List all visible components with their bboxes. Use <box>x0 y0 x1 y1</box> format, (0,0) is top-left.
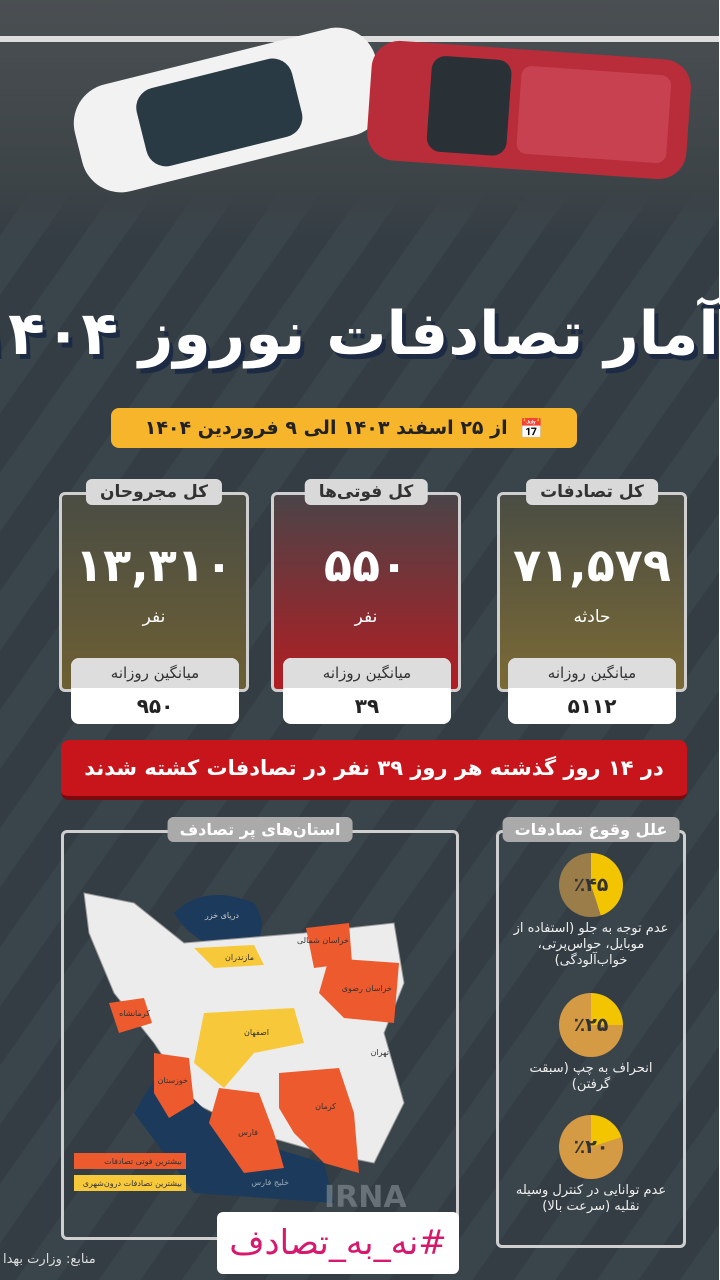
cause-text: عدم توانایی در کنترل وسیله نقلیه (سرعت ب… <box>516 1183 668 1214</box>
irna-watermark: IRNA <box>325 1180 408 1213</box>
source-text: منابع: وزارت بهدا <box>4 1252 204 1267</box>
page-title: آمار تصادفات نوروز ۱۴۰۴ <box>0 299 720 369</box>
stat-unit: حادثه <box>574 607 612 627</box>
cause-pie-chart: ٪۲۰ <box>560 1115 624 1179</box>
stat-label: کل تصادفات <box>527 479 659 505</box>
legend-text: بیشترین فوتی تصادفات <box>105 1157 183 1166</box>
cause-percent: ٪۲۵ <box>574 1014 610 1036</box>
calendar-icon: 📅 <box>520 417 545 440</box>
avg-label: میانگین روزانه <box>284 658 452 688</box>
province-mazandaran <box>195 945 265 968</box>
map-label: خوزستان <box>159 1076 189 1085</box>
avg-label: میانگین روزانه <box>72 658 240 688</box>
avg-value: ۵۱۱۲ <box>568 694 618 718</box>
stat-value: ۷۱,۵۷۹ <box>514 538 672 592</box>
stat-value: ۱۳,۳۱۰ <box>76 538 234 592</box>
cause-pie-chart: ٪۲۵ <box>560 993 624 1057</box>
hero-car-crash-image <box>0 0 720 240</box>
stat-unit: نفر <box>355 607 379 627</box>
province-razavi-khorasan <box>320 958 400 1023</box>
avg-value: ۹۵۰ <box>137 694 175 718</box>
map-title: استان‌های پر تصادف <box>168 817 354 842</box>
map-label: خراسان شمالی <box>298 936 350 945</box>
date-range-bar: 📅 از ۲۵ اسفند ۱۴۰۳ الی ۹ فروردین ۱۴۰۴ <box>112 408 578 448</box>
cause-text: انحراف به چپ (سبقت گرفتن) <box>530 1061 654 1092</box>
map-label: فارس <box>239 1128 259 1137</box>
causes-title: علل وقوع تصادفات <box>503 817 681 842</box>
cause-text: عدم توجه به جلو (استفاده از موبایل، حواس… <box>514 921 670 968</box>
map-label: تهران <box>372 1048 390 1057</box>
car-crash-illustration <box>0 27 720 193</box>
accident-causes-panel: علل وقوع تصادفات ٪۴۵ عدم توجه به جلو (اس… <box>497 817 687 1248</box>
legend-swatch <box>75 1153 187 1169</box>
daily-average-accidents: میانگین روزانه ۵۱۱۲ <box>509 658 677 724</box>
avg-value: ۳۹ <box>355 694 381 718</box>
stat-unit: نفر <box>143 607 167 627</box>
map-label: خلیج فارس <box>252 1178 290 1187</box>
date-range-text: از ۲۵ اسفند ۱۴۰۳ الی ۹ فروردین ۱۴۰۴ <box>145 417 509 439</box>
daily-average-deaths: میانگین روزانه ۳۹ <box>284 658 452 724</box>
map-label: خراسان رضوی <box>343 984 393 993</box>
province-kerman <box>280 1068 360 1173</box>
legend-text: بیشترین تصادفات درون‌شهری <box>84 1179 183 1188</box>
hashtag-label: #نه_به_تصادف <box>218 1212 460 1274</box>
legend-swatch <box>75 1175 187 1191</box>
map-label: دریای خزر <box>205 911 241 920</box>
stat-value: ۵۵۰ <box>324 538 410 592</box>
province-north-khorasan <box>307 923 353 968</box>
stat-label: کل مجروحان <box>86 479 224 505</box>
province-kermanshah <box>110 998 153 1033</box>
deaths-per-day-banner: در ۱۴ روز گذشته هر روز ۳۹ نفر در تصادفات… <box>62 740 688 800</box>
provinces-map-panel: استان‌های پر تصادف دریای خزر مازندران خر… <box>62 817 460 1240</box>
province-isfahan <box>195 1008 305 1088</box>
map-label: مازندران <box>226 953 255 962</box>
avg-label: میانگین روزانه <box>509 658 677 688</box>
source-label: منابع: وزارت بهدا <box>4 1252 97 1267</box>
daily-average-injured: میانگین روزانه ۹۵۰ <box>72 658 240 724</box>
province-khuzestan <box>155 1053 195 1118</box>
map-label: اصفهان <box>245 1028 270 1037</box>
cause-pie-chart: ٪۴۵ <box>560 853 624 917</box>
cause-percent: ٪۴۵ <box>574 874 610 896</box>
stat-label: کل فوتی‌ها <box>305 479 429 505</box>
cause-percent: ٪۲۰ <box>574 1136 610 1158</box>
province-fars <box>210 1088 285 1173</box>
map-label: کرمان <box>316 1102 337 1111</box>
iran-map: دریای خزر مازندران خراسان شمالی خراسان ر… <box>75 892 408 1213</box>
map-label: کرمانشاه <box>120 1009 151 1018</box>
